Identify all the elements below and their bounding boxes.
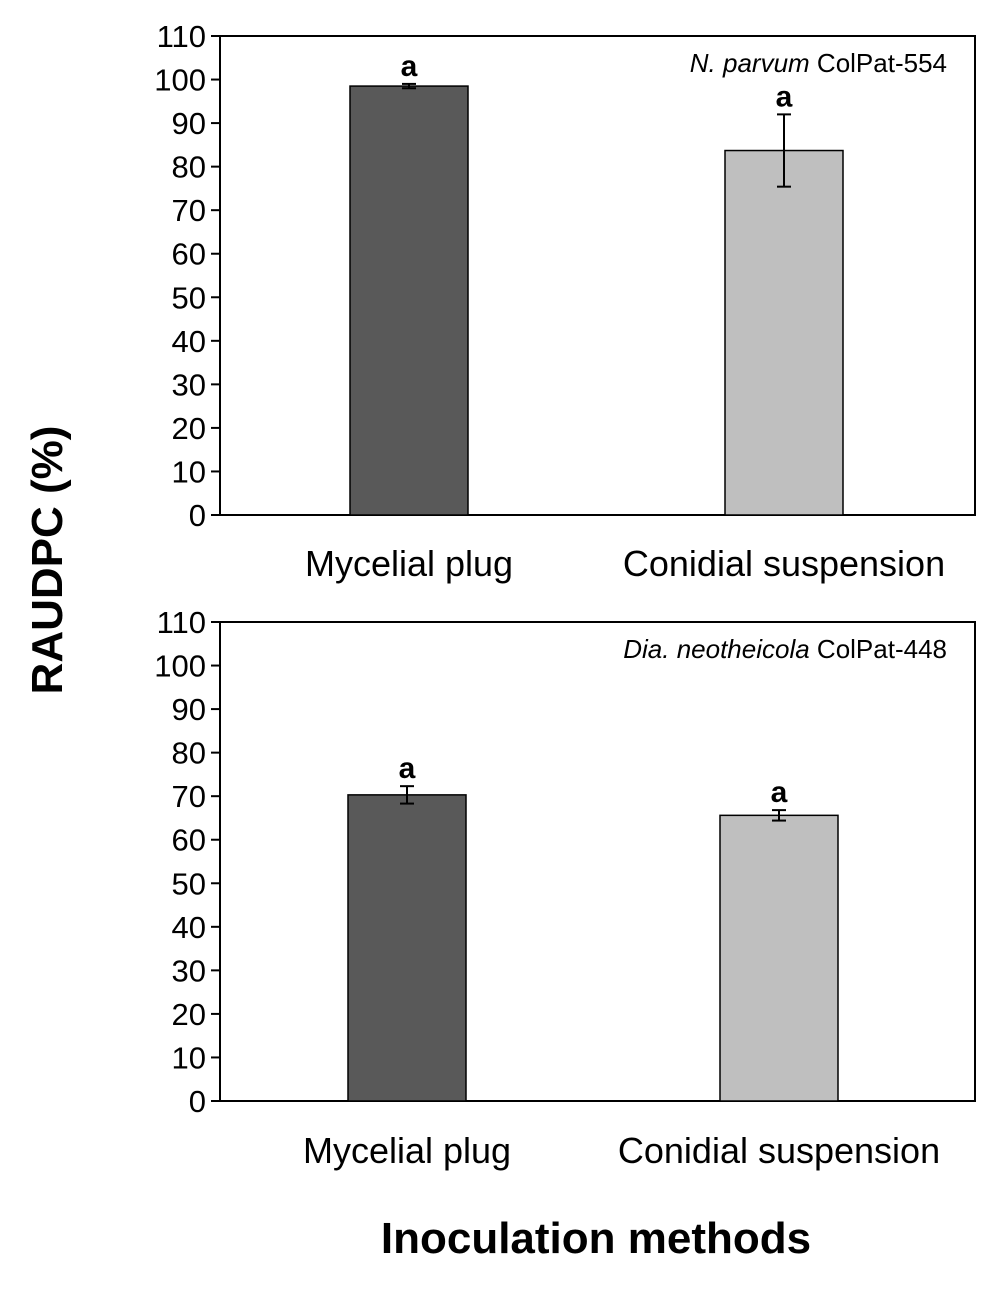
y-tick-label: 60 <box>172 823 206 858</box>
y-tick-label: 100 <box>154 63 206 98</box>
y-tick-label: 70 <box>172 779 206 814</box>
significance-letter: a <box>401 50 418 83</box>
y-tick-label: 40 <box>172 910 206 945</box>
significance-letter: a <box>771 776 788 809</box>
y-tick-label: 80 <box>172 150 206 185</box>
y-tick-label: 10 <box>172 454 206 489</box>
panel-annotation: N. parvum ColPat-554 <box>690 48 947 78</box>
y-tick-label: 70 <box>172 193 206 228</box>
y-axis-label: RAUDPC (%) <box>23 426 72 695</box>
y-tick-label: 50 <box>172 280 206 315</box>
y-tick-label: 20 <box>172 411 206 446</box>
panel-annotation: Dia. neotheicola ColPat-448 <box>623 634 947 664</box>
y-tick-label: 10 <box>172 1040 206 1075</box>
category-label: Conidial suspension <box>618 1130 940 1171</box>
y-tick-label: 20 <box>172 997 206 1032</box>
y-tick-label: 30 <box>172 953 206 988</box>
y-tick-label: 110 <box>157 605 206 640</box>
y-tick-label: 90 <box>172 106 206 141</box>
y-tick-label: 60 <box>172 237 206 272</box>
strain-name: ColPat-448 <box>817 634 947 664</box>
y-tick-label: 100 <box>154 649 206 684</box>
species-name: N. parvum <box>690 48 817 78</box>
plot-frame <box>219 35 976 516</box>
y-tick-label: 50 <box>172 866 206 901</box>
bar-conidial-suspension <box>719 814 839 1102</box>
plot-frame <box>219 621 976 1102</box>
chart-panel-2: 0 10 20 30 40 50 60 70 80 90 100 110 a Mycelial plug a… <box>154 605 976 1171</box>
y-tick-label: 0 <box>189 1084 206 1119</box>
bar-mycelial-plug <box>349 85 469 516</box>
significance-letter: a <box>399 752 416 785</box>
y-tick-label: 0 <box>189 498 206 533</box>
chart-panel-1: 0 10 20 30 40 50 60 70 80 90 100 110 a Mycelial plug a… <box>154 19 976 584</box>
x-axis-label: Inoculation methods <box>381 1214 811 1263</box>
y-tick-label: 110 <box>157 19 206 54</box>
significance-letter: a <box>776 80 793 113</box>
bar-mycelial-plug <box>347 794 467 1102</box>
y-tick-label: 30 <box>172 367 206 402</box>
species-name: Dia. neotheicola <box>623 634 817 664</box>
bar-conidial-suspension <box>724 149 844 516</box>
category-label: Mycelial plug <box>303 1130 511 1171</box>
y-tick-label: 80 <box>172 736 206 771</box>
strain-name: ColPat-554 <box>817 48 947 78</box>
y-tick-label: 90 <box>172 692 206 727</box>
category-label: Conidial suspension <box>623 543 945 584</box>
y-tick-label: 40 <box>172 324 206 359</box>
category-label: Mycelial plug <box>305 543 513 584</box>
